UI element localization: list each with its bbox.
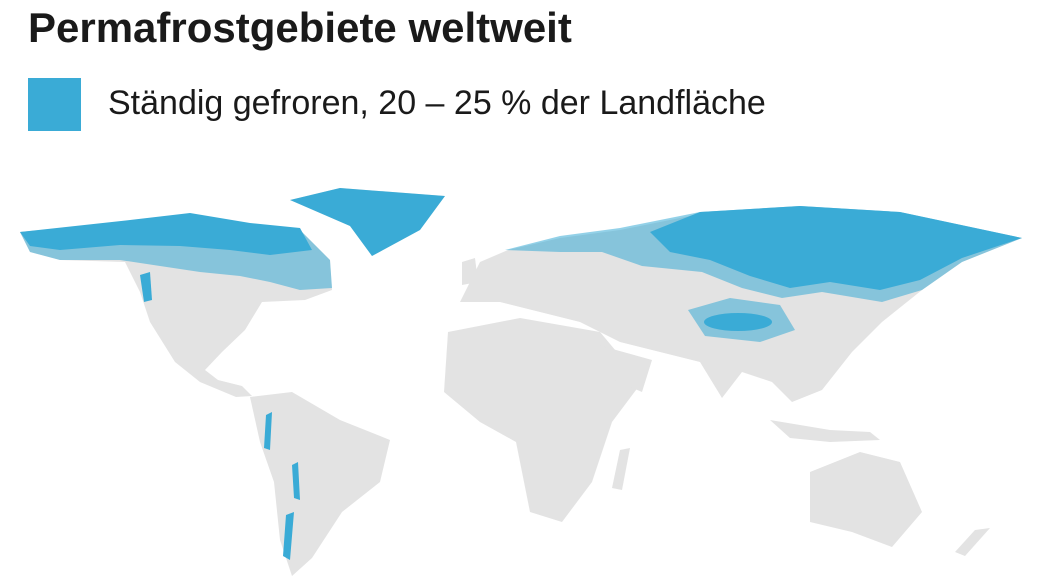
title: Permafrostgebiete weltweit: [28, 4, 572, 51]
indonesia: [770, 420, 880, 442]
permafrost-rockies: [140, 272, 152, 302]
new-zealand: [955, 528, 990, 556]
africa: [444, 318, 642, 522]
permafrost-north-america: [20, 213, 312, 255]
arabia: [598, 345, 652, 392]
madagascar: [612, 448, 630, 490]
permafrost-tibet: [704, 313, 772, 331]
permafrost-eurasia: [650, 206, 1022, 290]
legend-label: Ständig gefroren, 20 – 25 % der Landfläc…: [108, 84, 766, 122]
permafrost: [20, 188, 1022, 560]
legend-swatch: [28, 78, 81, 131]
britain: [462, 258, 478, 285]
australia: [810, 452, 922, 547]
permafrost-andes: [264, 412, 300, 560]
japan: [850, 300, 872, 340]
permafrost-greenland: [290, 188, 445, 256]
